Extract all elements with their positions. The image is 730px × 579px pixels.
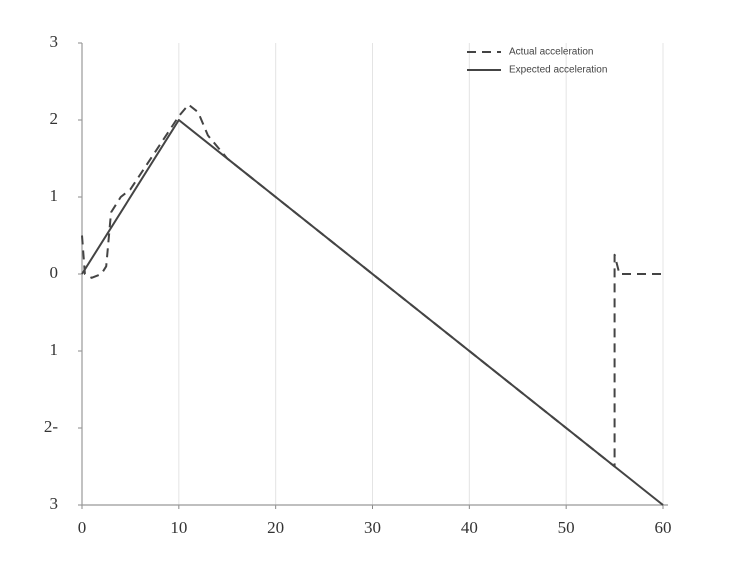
- data-line: [81, 119, 664, 506]
- x-tick-label: 10: [170, 518, 187, 537]
- data-line: [81, 103, 663, 468]
- x-tick-label: 0: [78, 518, 87, 537]
- legend-label: Actual acceleration: [509, 47, 594, 58]
- x-tick-label: 40: [461, 518, 478, 537]
- y-tick-label: 2: [50, 109, 59, 128]
- legend-label: Expected acceleration: [509, 65, 607, 76]
- x-tick-label: 50: [558, 518, 575, 537]
- y-tick-label: 0: [50, 263, 59, 282]
- y-tick-label: 1: [50, 340, 59, 359]
- x-tick-label: 60: [655, 518, 672, 537]
- y-tick-label: 1: [50, 186, 59, 205]
- x-tick-label: 20: [267, 518, 284, 537]
- y-tick-label: 3: [50, 494, 59, 513]
- y-tick-label: 3: [50, 32, 59, 51]
- y-tick-label: 2-: [44, 417, 59, 436]
- x-tick-label: 30: [364, 518, 381, 537]
